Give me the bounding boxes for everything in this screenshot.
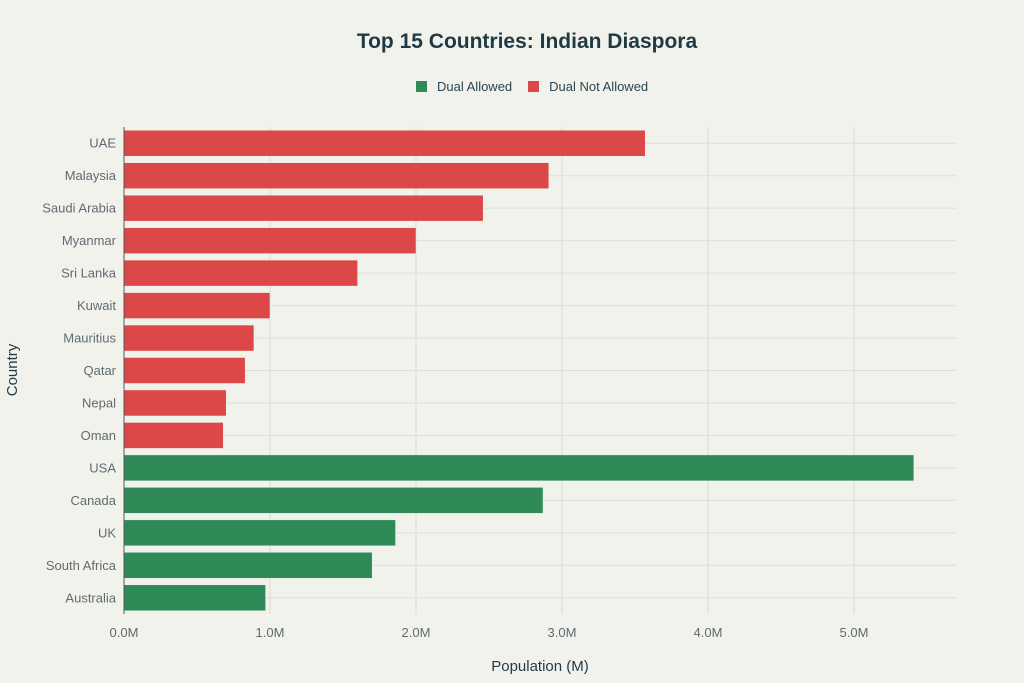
y-tick-label: Sri Lanka	[61, 266, 117, 281]
x-axis-label: Population (M)	[491, 658, 589, 675]
x-tick-label: 0.0M	[110, 625, 139, 640]
y-axis-label: Country	[4, 343, 21, 396]
x-tick-label: 5.0M	[840, 625, 869, 640]
bar-oman	[123, 422, 224, 449]
bar-canada	[123, 487, 544, 514]
y-tick-label: Kuwait	[77, 298, 116, 313]
x-tick-label: 2.0M	[402, 625, 431, 640]
y-tick-label: Malaysia	[65, 168, 117, 183]
chart-title: Top 15 Countries: Indian Diaspora	[356, 30, 698, 53]
legend-item-dual-allowed[interactable]: Dual Allowed	[416, 79, 512, 94]
bar-south-africa	[123, 552, 373, 579]
y-tick-label: Canada	[70, 493, 116, 508]
bar-saudi-arabia	[123, 194, 484, 222]
legend-swatch-dual-allowed	[416, 81, 427, 92]
x-tick-label: 4.0M	[694, 625, 723, 640]
y-tick-label: Nepal	[82, 395, 116, 410]
bar-malaysia	[123, 162, 550, 189]
legend-label: Dual Allowed	[437, 79, 513, 94]
bar-kuwait	[123, 292, 271, 319]
bar-myanmar	[123, 227, 417, 254]
y-tick-label: UAE	[89, 136, 116, 151]
y-tick-label: Mauritius	[63, 331, 116, 346]
y-tick-label: Qatar	[83, 363, 116, 378]
y-tick-label: UK	[98, 525, 116, 540]
x-tick-label: 3.0M	[548, 625, 577, 640]
legend-swatch-dual-not-allowed	[528, 81, 540, 92]
legend: Dual Allowed Dual Not Allowed	[416, 79, 648, 94]
bar-nepal	[123, 389, 227, 417]
bar-uk	[123, 519, 396, 547]
bar-australia	[123, 584, 266, 612]
bar-usa	[123, 454, 915, 482]
y-tick-label: Myanmar	[62, 233, 117, 248]
bar-qatar	[123, 357, 246, 384]
y-tick-label: South Africa	[46, 558, 117, 573]
legend-item-dual-not-allowed[interactable]: Dual Not Allowed	[528, 79, 648, 94]
x-tick-label: 1.0M	[256, 625, 285, 640]
y-tick-label: USA	[89, 460, 116, 475]
y-tick-label: Oman	[81, 428, 116, 443]
y-tick-label: Saudi Arabia	[42, 201, 116, 216]
bar-sri-lanka	[123, 259, 358, 287]
bar-mauritius	[123, 324, 255, 352]
legend-label: Dual Not Allowed	[549, 79, 649, 94]
y-tick-label: Australia	[65, 590, 116, 605]
bar-uae	[123, 129, 646, 157]
